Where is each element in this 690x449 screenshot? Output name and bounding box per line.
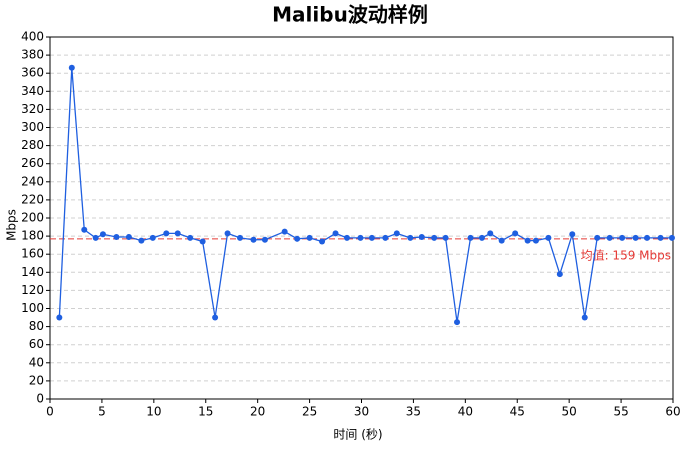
y-tick-label: 260	[21, 156, 44, 170]
point	[92, 234, 99, 241]
point	[125, 234, 132, 241]
x-tick-label: 45	[510, 405, 525, 419]
y-tick-label: 320	[21, 102, 44, 116]
point	[294, 235, 301, 242]
point	[332, 230, 339, 237]
point	[644, 234, 651, 241]
y-tick-label: 200	[21, 211, 44, 225]
y-tick-label: 40	[29, 355, 44, 369]
chart-title: Malibu波动样例	[272, 3, 428, 27]
x-tick-label: 15	[198, 405, 213, 419]
point	[368, 234, 375, 241]
y-tick-label: 120	[21, 283, 44, 297]
point	[545, 234, 552, 241]
point	[431, 234, 438, 241]
y-tick-label: 100	[21, 301, 44, 315]
point	[407, 234, 414, 241]
point	[99, 231, 106, 238]
x-tick-label: 60	[665, 405, 680, 419]
y-tick-label: 360	[21, 66, 44, 80]
point	[319, 238, 326, 245]
y-tick-label: 280	[21, 138, 44, 152]
point	[187, 234, 194, 241]
point	[149, 234, 156, 241]
point	[357, 234, 364, 241]
point	[281, 228, 288, 235]
point	[632, 234, 639, 241]
x-tick-label: 25	[302, 405, 317, 419]
point	[512, 230, 519, 237]
y-tick-label: 20	[29, 373, 44, 387]
point	[113, 234, 120, 241]
y-tick-label: 300	[21, 120, 44, 134]
y-tick-label: 340	[21, 84, 44, 98]
x-tick-label: 50	[562, 405, 577, 419]
point	[224, 230, 231, 237]
point	[467, 234, 474, 241]
point	[498, 237, 505, 244]
line	[58, 67, 672, 323]
y-tick-label: 60	[29, 337, 44, 351]
point	[524, 237, 531, 244]
point	[382, 234, 389, 241]
point	[657, 234, 664, 241]
point	[138, 237, 145, 244]
point	[163, 230, 170, 237]
y-tick-label: 160	[21, 247, 44, 261]
point	[81, 226, 88, 233]
point	[68, 64, 75, 71]
point	[261, 236, 268, 243]
x-tick-label: 35	[406, 405, 421, 419]
x-tick-label: 40	[458, 405, 473, 419]
mean-label: 均值: 159 Mbps	[581, 247, 671, 262]
point	[581, 314, 588, 321]
y-tick-label: 240	[21, 174, 44, 188]
point	[606, 234, 613, 241]
point	[250, 236, 257, 243]
x-axis-label: 时间 (秒)	[333, 428, 382, 442]
point	[174, 230, 181, 237]
point	[594, 234, 601, 241]
y-tick-label: 0	[36, 392, 44, 406]
point	[237, 234, 244, 241]
point	[478, 234, 485, 241]
point	[556, 271, 563, 278]
point	[56, 314, 63, 321]
point	[487, 230, 494, 237]
y-tick-label: 140	[21, 265, 44, 279]
y-axis-label: Mbps	[5, 209, 19, 241]
x-tick-label: 5	[98, 405, 106, 419]
x-tick-label: 10	[146, 405, 161, 419]
point	[343, 234, 350, 241]
point	[442, 234, 449, 241]
point	[454, 319, 461, 326]
y-tick-label: 220	[21, 192, 44, 206]
point	[418, 234, 425, 241]
point	[569, 231, 576, 238]
point	[199, 238, 206, 245]
x-tick-label: 30	[354, 405, 369, 419]
y-tick-label: 180	[21, 229, 44, 243]
point	[668, 234, 675, 241]
x-tick-label: 55	[613, 405, 628, 419]
y-tick-label: 380	[21, 48, 44, 62]
plot-frame	[49, 36, 674, 400]
point	[306, 234, 313, 241]
y-tick-label: 80	[29, 319, 44, 333]
point	[393, 230, 400, 237]
x-tick-label: 20	[250, 405, 265, 419]
point	[619, 234, 626, 241]
point	[532, 237, 539, 244]
y-tick-label: 400	[21, 30, 44, 44]
point	[212, 314, 219, 321]
x-tick-label: 0	[46, 405, 54, 419]
